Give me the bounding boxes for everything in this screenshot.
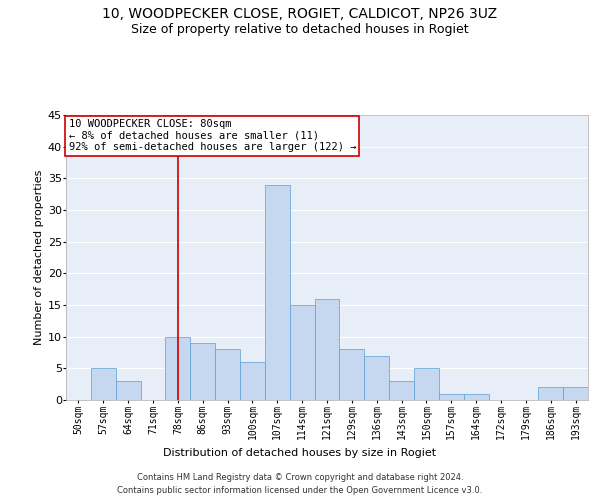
Bar	[439, 394, 464, 400]
Bar	[116, 381, 140, 400]
Text: Distribution of detached houses by size in Rogiet: Distribution of detached houses by size …	[163, 448, 437, 458]
Text: Contains HM Land Registry data © Crown copyright and database right 2024.: Contains HM Land Registry data © Crown c…	[137, 472, 463, 482]
Text: 10, WOODPECKER CLOSE, ROGIET, CALDICOT, NP26 3UZ: 10, WOODPECKER CLOSE, ROGIET, CALDICOT, …	[103, 8, 497, 22]
Bar	[265, 184, 290, 400]
Bar	[166, 336, 190, 400]
Bar	[215, 350, 240, 400]
Bar	[538, 388, 563, 400]
Bar	[314, 298, 340, 400]
Text: 10 WOODPECKER CLOSE: 80sqm
← 8% of detached houses are smaller (11)
92% of semi-: 10 WOODPECKER CLOSE: 80sqm ← 8% of detac…	[68, 120, 356, 152]
Bar	[364, 356, 389, 400]
Bar	[240, 362, 265, 400]
Text: Size of property relative to detached houses in Rogiet: Size of property relative to detached ho…	[131, 22, 469, 36]
Bar	[340, 350, 364, 400]
Bar	[563, 388, 588, 400]
Bar	[290, 305, 314, 400]
Bar	[91, 368, 116, 400]
Bar	[389, 381, 414, 400]
Bar	[414, 368, 439, 400]
Text: Contains public sector information licensed under the Open Government Licence v3: Contains public sector information licen…	[118, 486, 482, 495]
Bar	[464, 394, 488, 400]
Bar	[190, 343, 215, 400]
Y-axis label: Number of detached properties: Number of detached properties	[34, 170, 44, 345]
